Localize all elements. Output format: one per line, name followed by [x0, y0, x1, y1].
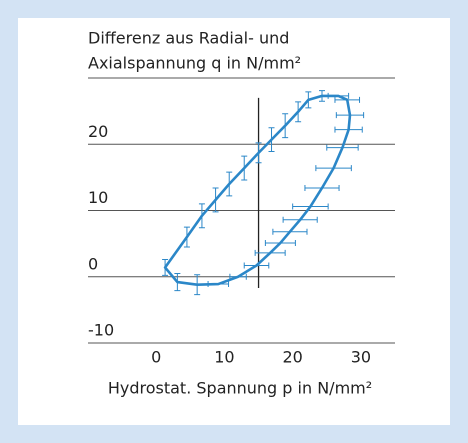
y-tick-label: 20 [88, 122, 108, 141]
y-tick-label: 0 [88, 254, 98, 273]
y-axis-label: Axialspannung q in N/mm² [88, 54, 301, 73]
y-tick-label: -10 [88, 321, 114, 340]
x-tick-label: 30 [351, 348, 371, 367]
y-axis-label: Differenz aus Radial- und [88, 29, 289, 48]
panel [18, 18, 450, 425]
x-tick-label: 10 [214, 348, 234, 367]
x-axis-label: Hydrostat. Spannung p in N/mm² [108, 379, 372, 398]
y-tick-label: 10 [88, 188, 108, 207]
data-line [163, 94, 352, 286]
x-tick-label: 0 [151, 348, 161, 367]
x-tick-label: 20 [282, 348, 302, 367]
